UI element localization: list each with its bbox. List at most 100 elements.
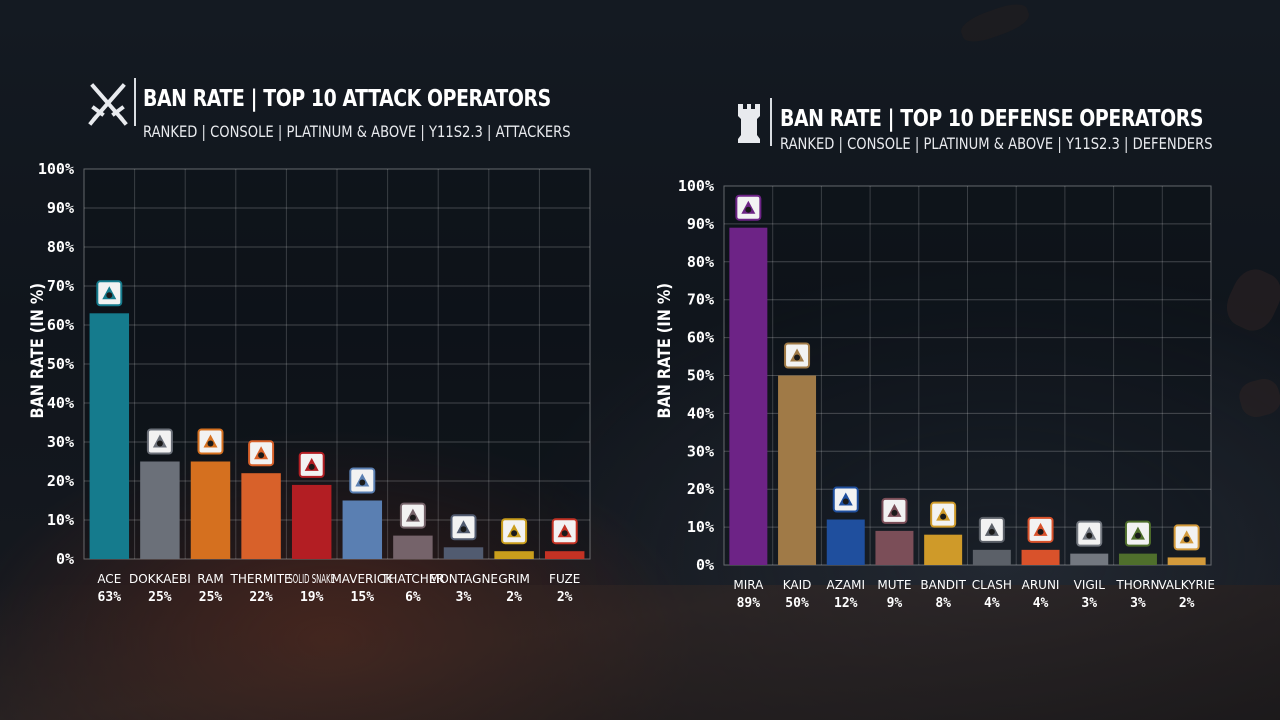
y-tick-label: 40%: [47, 394, 74, 412]
title-divider: [134, 78, 136, 126]
aruni-icon: [1027, 516, 1054, 543]
tower-icon: [738, 104, 760, 143]
bar-mute: [875, 530, 914, 565]
value-label: 2%: [1179, 596, 1195, 611]
x-category-label: VALKYRIE: [1158, 578, 1215, 592]
y-tick-label: 10%: [687, 518, 714, 536]
value-label: 89%: [737, 596, 761, 611]
grim-icon: [501, 518, 528, 545]
bar-ace: [89, 313, 130, 559]
value-label: 4%: [984, 596, 1000, 611]
value-label: 3%: [1130, 596, 1146, 611]
y-tick-label: 100%: [678, 177, 714, 195]
x-category-label: THATCHER: [380, 572, 445, 586]
bar-vigil: [1070, 553, 1109, 565]
ace-icon: [96, 280, 123, 307]
montagne-icon: [450, 514, 477, 541]
y-tick-label: 80%: [47, 238, 74, 256]
bar-valkyrie: [1167, 557, 1206, 565]
title-divider: [770, 98, 772, 146]
attack-bar-chart: 0% 10% 20% 30% 40% 50% 60% 70% 80% 90% 100% ACE 63% D…: [38, 160, 591, 605]
value-label: 2%: [506, 590, 522, 605]
value-label: 25%: [148, 590, 172, 605]
value-label: 3%: [456, 590, 472, 605]
background-plank: [0, 585, 1280, 720]
y-tick-label: 100%: [38, 160, 74, 178]
clash-icon: [978, 516, 1005, 543]
value-label: 15%: [351, 590, 375, 605]
value-label: 8%: [935, 596, 951, 611]
y-tick-label: 30%: [47, 433, 74, 451]
bar-thermite: [241, 473, 281, 559]
value-label: 12%: [834, 596, 858, 611]
y-tick-label: 60%: [687, 329, 714, 347]
mute-icon: [881, 497, 908, 524]
bar-mira: [729, 227, 768, 565]
y-tick-label: 70%: [687, 291, 714, 309]
attack-chart-header: BAN RATE | TOP 10 ATTACK OPERATORS RANKE…: [88, 78, 571, 141]
bar-aruni: [1021, 549, 1060, 565]
bar-maverick: [342, 500, 383, 559]
x-category-label: DOKKAEBI: [129, 572, 191, 586]
y-tick-label: 80%: [687, 253, 714, 271]
x-category-label: ACE: [97, 572, 121, 586]
x-category-label: KAID: [783, 578, 812, 592]
chart-title: BAN RATE | TOP 10 ATTACK OPERATORS: [143, 86, 551, 112]
bar-azami: [826, 519, 865, 565]
value-label: 3%: [1081, 596, 1097, 611]
y-tick-label: 50%: [687, 367, 714, 385]
x-category-label: ARUNI: [1022, 578, 1060, 592]
y-tick-label: 90%: [47, 199, 74, 217]
x-category-label: THORN: [1115, 578, 1159, 592]
bar-fuze: [544, 551, 585, 559]
valkyrie-icon: [1173, 524, 1200, 551]
y-tick-label: 70%: [47, 277, 74, 295]
dokkaebi-icon: [146, 428, 173, 455]
crossed-swords-icon: [88, 83, 128, 126]
bar-ram: [190, 461, 231, 559]
value-label: 19%: [300, 590, 324, 605]
thatcher-icon: [399, 502, 426, 529]
fuze-icon: [551, 518, 578, 545]
x-category-label: RAM: [197, 572, 223, 586]
solid-snake-icon: [298, 451, 325, 478]
bar-bandit: [924, 534, 963, 565]
y-tick-label: 20%: [47, 472, 74, 490]
vigil-icon: [1076, 520, 1103, 547]
x-category-label: THERMITE: [230, 572, 292, 586]
y-tick-label: 20%: [687, 480, 714, 498]
bar-clash: [972, 549, 1011, 565]
y-tick-label: 10%: [47, 511, 74, 529]
y-tick-label: 30%: [687, 442, 714, 460]
chart-title: BAN RATE | TOP 10 DEFENSE OPERATORS: [780, 106, 1204, 132]
bandit-icon: [930, 501, 957, 528]
x-category-label: AZAMI: [826, 578, 865, 592]
bar-solid-snake: [291, 484, 332, 559]
value-label: 2%: [557, 590, 573, 605]
value-label: 6%: [405, 590, 421, 605]
x-category-label: MAVERICK: [331, 572, 394, 586]
bar-thorn: [1118, 553, 1157, 565]
y-tick-label: 40%: [687, 404, 714, 422]
defense-chart-header: BAN RATE | TOP 10 DEFENSE OPERATORS RANK…: [734, 98, 1214, 158]
x-category-label: GRIM: [498, 572, 530, 586]
x-category-label: CLASH: [972, 578, 1012, 592]
value-label: 4%: [1033, 596, 1049, 611]
bar-kaid: [778, 375, 817, 565]
bar-montagne: [443, 547, 484, 559]
chart-subtitle: RANKED | CONSOLE | PLATINUM & ABOVE | Y1…: [780, 134, 1213, 153]
value-label: 63%: [98, 590, 122, 605]
bar-dokkaebi: [140, 461, 180, 559]
y-tick-label: 50%: [47, 355, 74, 373]
x-category-label: VIGIL: [1074, 578, 1106, 592]
thorn-icon: [1124, 520, 1151, 547]
y-tick-label: 60%: [47, 316, 74, 334]
y-tick-label: 90%: [687, 215, 714, 233]
defense-bar-chart: 0% 10% 20% 30% 40% 50% 60% 70% 80% 90% 100% MIRA 89%…: [678, 177, 1215, 611]
azami-icon: [832, 486, 859, 513]
value-label: 22%: [249, 590, 273, 605]
x-category-label: SOLID SNAKE: [288, 572, 335, 586]
ram-icon: [197, 428, 224, 455]
